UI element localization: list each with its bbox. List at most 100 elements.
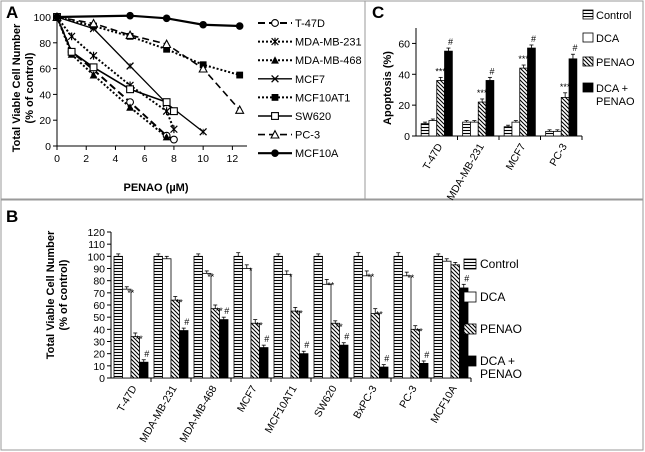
panel-a-point-mda-mb-231-1: [67, 32, 76, 41]
panel-a-ytick-label-100: 100: [33, 12, 51, 24]
panel-b-category-label-sw620: SW620: [312, 383, 340, 419]
panel-c-chart: C Apoptosis (%) 0204060***#T-47D***#MDA-…: [372, 3, 635, 203]
panel-a-legend-label-mda-mb-468: MDA-MB-468: [295, 55, 362, 67]
panel-c-bar-mda-mb-231-penao: [477, 101, 487, 137]
panel-c-bar-pc-3-control: [545, 130, 554, 137]
panel-b-bar-mda-mb-468-penao: [210, 308, 220, 379]
panel-a-point-mda-mb-231-5: [170, 125, 178, 134]
panel-c-sig-mcf7-penao: ***: [518, 54, 529, 64]
panel-b-sig-mda-mb-468-dca-penao: #: [224, 306, 229, 316]
panel-b-bar-t-47d-control: [113, 255, 123, 379]
panel-b-ytick-label-110: 110: [88, 239, 105, 251]
panel-b-ytick-label-10: 10: [93, 361, 105, 373]
panel-a-legend-label-mcf10at1: MCF10AT1: [295, 92, 350, 104]
panel-a-ytick-label-60: 60: [39, 64, 51, 76]
panel-a-point-sw620-2: [89, 63, 98, 72]
panel-c-bar-t-47d-dca-penao: [444, 50, 453, 137]
panel-c-bar-pc-3-dca-penao: [568, 58, 578, 137]
panel-a-point-mda-mb-468-3: [126, 103, 134, 111]
panel-a-xtick-label-8: 8: [171, 153, 177, 165]
panel-b-sig-sw620-penao: **: [336, 322, 344, 332]
panel-b-ytick-label-90: 90: [93, 264, 105, 276]
panel-b-sig-mcf7-dca-penao: #: [264, 334, 269, 344]
panel-b-bar-t-47d-dca: [122, 288, 132, 379]
panel-a-point-mcf7-2: [126, 62, 134, 70]
panel-b-sig-t-47d-dca: **: [127, 288, 135, 298]
panel-c-letter: C: [372, 3, 384, 22]
panel-b-bar-mda-mb-468-dca-penao: [219, 319, 229, 379]
panel-b-bar-mda-mb-231-dca-penao: [179, 330, 189, 379]
panel-b-sig-mcf7-penao: **: [256, 321, 264, 331]
panel-b-bar-mda-mb-468-control: [193, 255, 203, 379]
panel-a-legend-marker-mcf10a: [271, 149, 279, 157]
panel-b-legend-label-dca-penao-line2: PENAO: [480, 367, 522, 381]
panel-b-legend-label-penao: PENAO: [480, 322, 522, 336]
panel-c-legend-swatch-dca-penao: [582, 82, 594, 93]
panel-a-point-sw620-1: [67, 47, 76, 56]
panel-b-ytick-label-0: 0: [99, 373, 105, 385]
panel-a-ytick-label-20: 20: [39, 115, 51, 127]
panel-b-ytick-label-120: 120: [87, 227, 105, 239]
panel-b-ytick-label-40: 40: [93, 324, 105, 336]
panel-a-series-mcf10at1: [53, 13, 244, 79]
panel-c-ytick-label-0: 0: [404, 131, 410, 143]
panel-b-sig-mda-mb-231-penao: **: [176, 297, 184, 307]
panel-a-ylabel-line1: Total Viable Cell Number: [11, 23, 23, 152]
panel-b-bar-mda-mb-231-penao: [170, 299, 180, 379]
panel-c-bar-mcf7-dca-penao: [527, 47, 536, 137]
panel-b-legend-label-dca-penao-line1: DCA +: [480, 354, 515, 368]
panel-b-bar-pc-3-dca-penao: [419, 362, 429, 379]
panel-b-bar-mcf7-penao: [250, 322, 260, 379]
panel-a-point-sw620-3: [126, 85, 135, 94]
panel-b-category-label-pc-3: PC-3: [397, 383, 419, 410]
panel-a-legend-label-t-47d: T-47D: [295, 18, 325, 30]
panel-c-legend-swatch-penao: [582, 56, 594, 67]
panel-b-bar-mda-mb-231-control: [153, 255, 163, 379]
panel-c-bar-pc-3-penao: [560, 97, 570, 137]
panel-b-sig-bxpc-3-penao: **: [376, 310, 384, 320]
panel-a-point-pc-3-4: [198, 63, 208, 73]
panel-b-legend-swatch-control: [463, 258, 477, 270]
panel-a-point-mda-mb-231-2: [89, 51, 98, 60]
panel-b-ylabel-line1: Total Viable Cell Number: [45, 230, 57, 359]
panel-c-ytick-label-20: 20: [398, 100, 410, 112]
panel-a-xtick-label-2: 2: [83, 153, 89, 165]
panel-a-legend-marker-sw620: [271, 112, 279, 120]
panel-b-category-label-bxpc-3: BxPC-3: [351, 383, 380, 420]
panel-c-ytick-label-40: 40: [398, 69, 410, 81]
panel-a-point-mcf10a-0: [53, 13, 61, 21]
panel-c-legend-label-dca-penao-line2: PENAO: [596, 96, 635, 108]
panel-c-category-label-t-47d: T-47D: [421, 141, 446, 172]
panel-c-category-label-pc-3: PC-3: [547, 141, 569, 168]
panel-a-point-mda-mb-468-4: [162, 133, 171, 141]
panel-b-category-label-mcf10a: MCF10A: [428, 384, 459, 426]
panel-b-bar-bxpc-3-dca: [362, 275, 372, 379]
panel-a-chart: A Total Viable Cell Number (% of control…: [6, 3, 362, 194]
panel-b-sig-t-47d-dca-penao: #: [144, 349, 149, 359]
panel-b-bar-pc-3-dca: [402, 275, 412, 379]
panel-a-point-mcf10a-3: [199, 20, 207, 29]
panel-a-legend-marker-pc-3: [270, 129, 280, 139]
panel-b-legend-label-dca: DCA: [480, 290, 505, 304]
panel-a-point-t-47d-5: [169, 135, 178, 144]
panel-a-point-mcf10a-4: [235, 22, 244, 30]
panel-b-bar-bxpc-3-control: [353, 255, 363, 379]
panel-b-sig-pc-3-dca: **: [407, 273, 415, 283]
panel-a-legend-label-pc-3: PC-3: [295, 130, 320, 142]
panel-a-legend-label-mda-mb-231: MDA-MB-231: [295, 37, 362, 49]
panel-c-bar-mda-mb-231-control: [462, 121, 471, 137]
panel-c-bar-t-47d-control: [420, 123, 430, 137]
panel-a-legend-label-sw620: SW620: [295, 111, 331, 123]
panel-c-bar-t-47d-penao: [436, 80, 445, 137]
panel-b-frame: [0, 199, 644, 451]
panel-a-xtick-label-4: 4: [113, 153, 119, 165]
panel-c-legend-swatch-control: [582, 9, 594, 20]
panel-c-legend-label-dca: DCA: [596, 33, 620, 45]
panel-a-point-mda-mb-231-4: [162, 107, 171, 116]
panel-b-legend-swatch-penao: [463, 323, 477, 335]
panel-c-bar-t-47d-dca: [428, 120, 438, 137]
panel-b-bar-mcf7-dca: [242, 268, 252, 379]
panel-a-xlabel: PENAO (µM): [123, 182, 188, 194]
panel-a-point-sw620-4: [162, 98, 171, 107]
panel-b-bar-mcf10a-penao: [450, 264, 460, 379]
